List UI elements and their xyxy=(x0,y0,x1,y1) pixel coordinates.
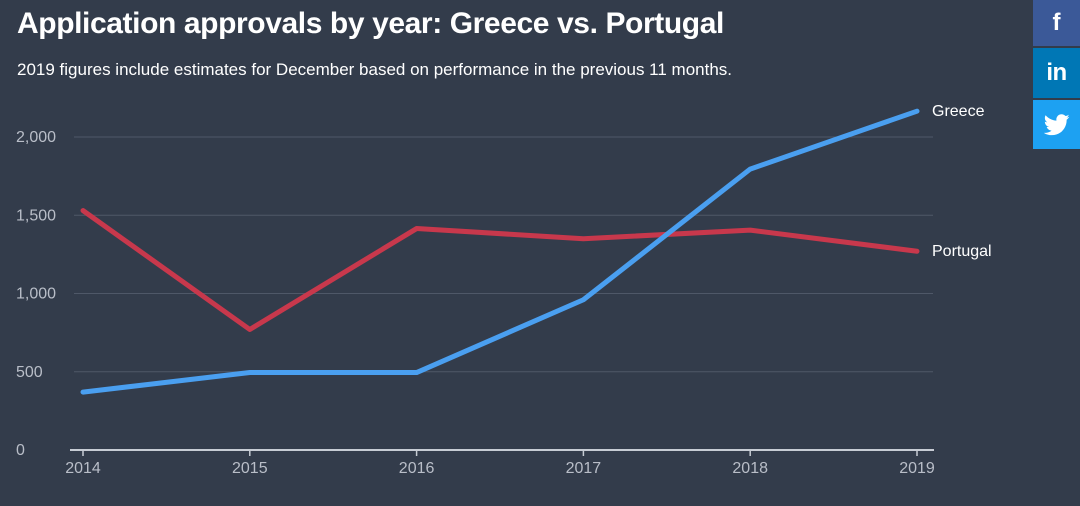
series-label-greece: Greece xyxy=(932,103,985,120)
twitter-share-button[interactable] xyxy=(1033,100,1080,149)
x-tick-label: 2014 xyxy=(65,460,101,477)
x-tick-label: 2015 xyxy=(232,460,268,477)
y-tick-label: 2,000 xyxy=(16,129,56,146)
x-tick-label: 2017 xyxy=(566,460,602,477)
x-tick-label: 2019 xyxy=(899,460,935,477)
facebook-icon: f xyxy=(1052,9,1061,36)
chart-subtitle: 2019 figures include estimates for Decem… xyxy=(17,60,733,79)
series-label-portugal: Portugal xyxy=(932,243,992,260)
linkedin-icon: in xyxy=(1046,59,1067,86)
y-tick-label: 1,500 xyxy=(16,207,56,224)
x-tick-label: 2018 xyxy=(732,460,768,477)
y-tick-label: 0 xyxy=(16,442,25,459)
share-bar: f in xyxy=(1033,0,1080,150)
x-tick-label: 2016 xyxy=(399,460,435,477)
series-line-portugal xyxy=(80,208,920,332)
twitter-icon xyxy=(1043,113,1070,135)
chart-title: Application approvals by year: Greece vs… xyxy=(17,7,724,40)
linkedin-share-button[interactable]: in xyxy=(1033,48,1080,98)
series-line-greece xyxy=(80,108,920,395)
y-tick-label: 1,000 xyxy=(16,286,56,303)
y-tick-label: 500 xyxy=(16,364,43,381)
facebook-share-button[interactable]: f xyxy=(1033,0,1080,46)
